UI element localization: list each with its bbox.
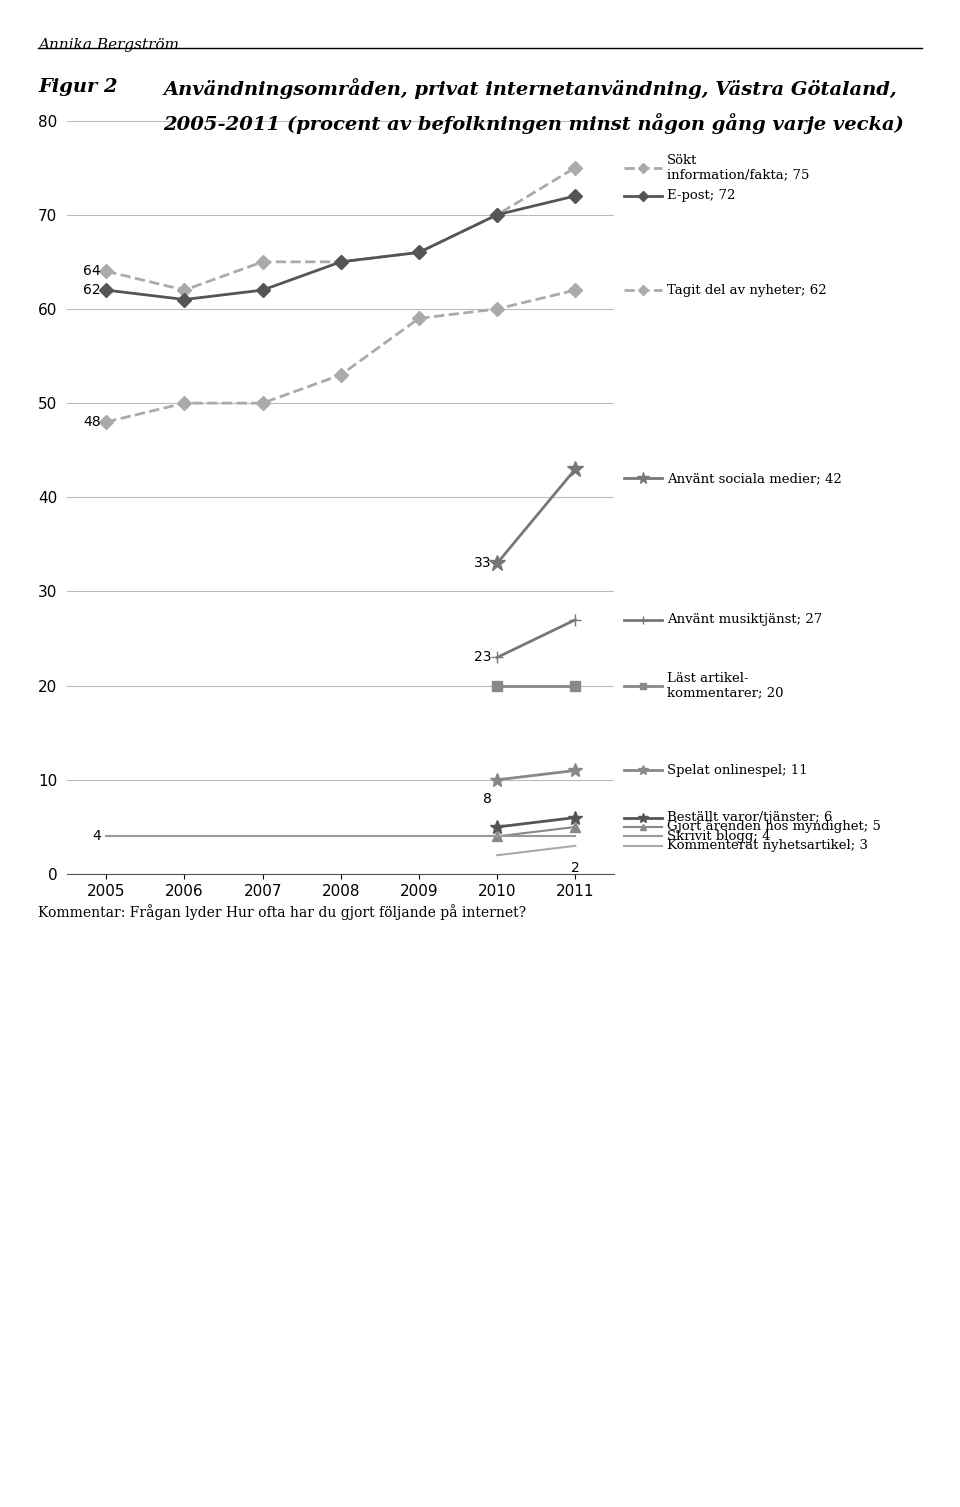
- Text: Använt musiktjänst; 27: Använt musiktjänst; 27: [667, 613, 823, 627]
- Text: Kommenterat nyhetsartikel; 3: Kommenterat nyhetsartikel; 3: [667, 839, 868, 853]
- Text: 2: 2: [571, 860, 580, 874]
- Text: Använt sociala medier; 42: Använt sociala medier; 42: [667, 472, 842, 485]
- Text: 33: 33: [474, 556, 492, 570]
- Text: 8: 8: [483, 791, 492, 806]
- Text: Användningsområden, privat internetanvändning, Västra Götaland,: Användningsområden, privat internetanvän…: [163, 78, 897, 99]
- Text: Annika Bergström: Annika Bergström: [38, 38, 180, 51]
- Text: Gjort ärenden hos myndighet; 5: Gjort ärenden hos myndighet; 5: [667, 820, 881, 833]
- Text: 62: 62: [84, 283, 101, 297]
- Text: Tagit del av nyheter; 62: Tagit del av nyheter; 62: [667, 283, 827, 297]
- Text: 4: 4: [92, 829, 101, 844]
- Text: Kommentar: Frågan lyder Hur ofta har du gjort följande på internet?: Kommentar: Frågan lyder Hur ofta har du …: [38, 904, 526, 921]
- Text: Sökt
information/fakta; 75: Sökt information/fakta; 75: [667, 154, 809, 182]
- Text: Skrivit blogg; 4: Skrivit blogg; 4: [667, 830, 771, 842]
- Text: Beställt varor/tjänster; 6: Beställt varor/tjänster; 6: [667, 811, 832, 824]
- Text: Läst artikel-
kommentarer; 20: Läst artikel- kommentarer; 20: [667, 672, 783, 699]
- Text: 2005-2011 (procent av befolkningen minst någon gång varje vecka): 2005-2011 (procent av befolkningen minst…: [163, 113, 904, 134]
- Text: E-post; 72: E-post; 72: [667, 190, 735, 202]
- Text: 64: 64: [84, 264, 101, 279]
- Text: Spelat onlinespel; 11: Spelat onlinespel; 11: [667, 764, 807, 778]
- Text: 48: 48: [84, 414, 101, 429]
- Text: Figur 2: Figur 2: [38, 78, 118, 96]
- Text: 23: 23: [474, 651, 492, 665]
